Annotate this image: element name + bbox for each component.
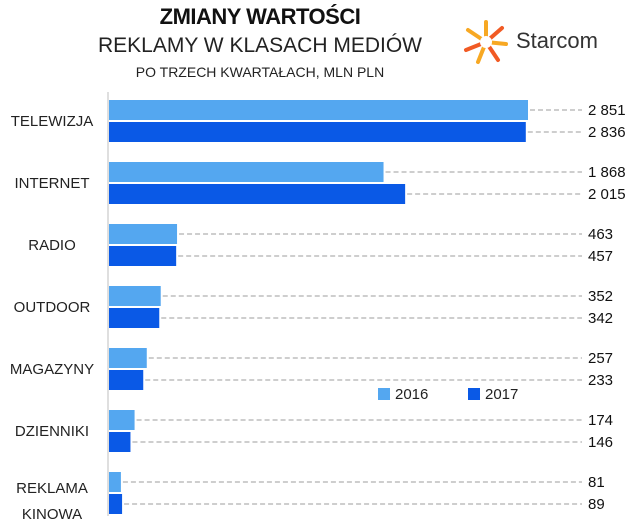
- value-label-2016: 81: [588, 474, 605, 491]
- category-label: MAGAZYNY: [10, 361, 94, 378]
- legend-swatch-2017: [468, 388, 480, 400]
- legend-swatch-2016: [378, 388, 390, 400]
- chart-title: ZMIANY WARTOŚCI: [159, 4, 361, 29]
- value-label-2017: 2 015: [588, 186, 626, 203]
- bar-2016: [109, 286, 161, 306]
- bar-2017: [109, 246, 177, 266]
- bar-2017: [109, 370, 144, 390]
- bar-2016: [109, 162, 384, 182]
- category-label: REKLAMA KINOWA: [16, 480, 88, 520]
- value-label-2017: 146: [588, 434, 613, 451]
- bar-2016: [109, 224, 178, 244]
- starburst-icon: [464, 20, 508, 64]
- category-label: RADIO: [28, 237, 76, 254]
- logo-text: Starcom: [516, 28, 598, 53]
- category-label: TELEWIZJA: [11, 113, 94, 130]
- bar-2016: [109, 100, 528, 120]
- value-label-2016: 463: [588, 226, 613, 243]
- value-label-2016: 2 851: [588, 102, 626, 119]
- value-label-2017: 457: [588, 248, 613, 265]
- value-label-2017: 89: [588, 496, 605, 513]
- bar-2017: [109, 432, 131, 452]
- value-label-2017: 233: [588, 372, 613, 389]
- bar-2016: [109, 348, 147, 368]
- chart-subtitle: REKLAMY W KLASACH MEDIÓW: [97, 34, 422, 57]
- value-label-2016: 352: [588, 288, 613, 305]
- chart-subtitle-2: PO TRZECH KWARTAŁACH, MLN PLN: [135, 64, 385, 80]
- category-label: INTERNET: [15, 175, 90, 192]
- value-label-2017: 2 836: [588, 124, 626, 141]
- bar-2017: [109, 308, 160, 328]
- legend-label-2016: 2016: [395, 386, 428, 403]
- category-label: OUTDOOR: [14, 299, 91, 316]
- bar-2016: [109, 410, 135, 430]
- starcom-logo: Starcom: [462, 18, 622, 68]
- value-label-2016: 1 868: [588, 164, 626, 181]
- category-label: DZIENNIKI: [15, 423, 89, 440]
- value-label-2016: 174: [588, 412, 613, 429]
- bar-2017: [109, 122, 526, 142]
- bar-2016: [109, 472, 121, 492]
- legend-label-2017: 2017: [485, 386, 518, 403]
- value-label-2017: 342: [588, 310, 613, 327]
- bar-2017: [109, 494, 123, 514]
- value-label-2016: 257: [588, 350, 613, 367]
- bar-2017: [109, 184, 406, 204]
